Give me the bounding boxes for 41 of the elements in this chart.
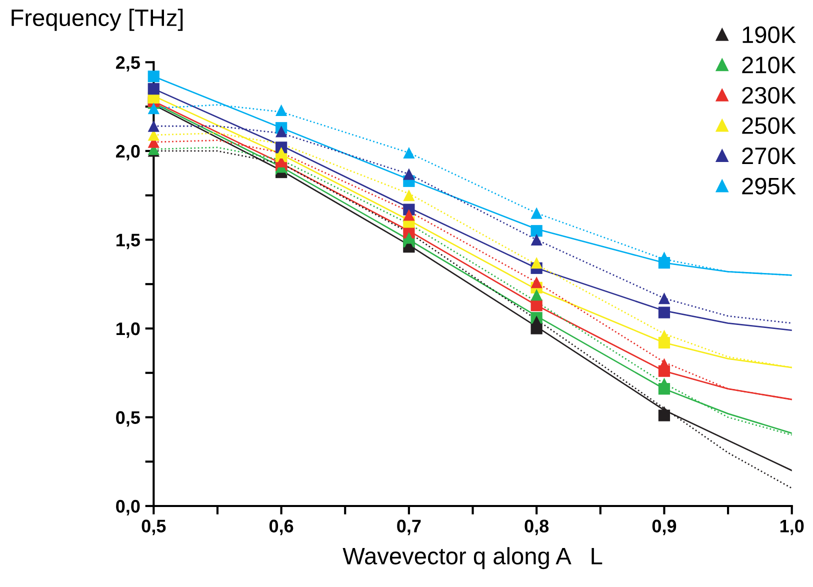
point (530, 234, 542, 246)
point (403, 168, 415, 180)
point (148, 83, 160, 95)
point (658, 292, 670, 304)
point (148, 70, 160, 82)
legend-label: 210K (742, 56, 796, 74)
x-tick-label: 0,8 (524, 520, 549, 536)
point (658, 306, 670, 318)
y-tick-label: 1,5 (116, 234, 140, 250)
legend-label: 250K (742, 117, 796, 134)
legend-label: 230K (742, 86, 796, 104)
x-tick-label: 0,6 (269, 520, 294, 536)
point (275, 104, 288, 116)
y-tick-label: 2,0 (116, 144, 140, 160)
point (148, 102, 160, 114)
point (403, 232, 415, 244)
legend-label: 295K (742, 178, 796, 194)
point (530, 300, 542, 312)
point (275, 126, 288, 138)
x-tick-label: 1,0 (780, 520, 804, 536)
point (403, 209, 415, 221)
y-tick-label: 1,0 (116, 322, 140, 338)
point (530, 207, 542, 219)
x-axis-title: Wavevector q along A L (342, 547, 602, 570)
y-tick-label: 0,5 (116, 411, 140, 427)
x-tick-label: 0,5 (142, 520, 166, 536)
point (530, 256, 542, 269)
y-axis-title: Frequency [THz] (12, 8, 183, 31)
legend-label: 270K (742, 148, 796, 164)
point (530, 276, 542, 288)
x-tick-label: 0,7 (397, 520, 421, 536)
y-tick-label: 2,5 (116, 56, 140, 72)
point (403, 146, 415, 159)
point (530, 316, 542, 328)
point (148, 120, 160, 132)
legend-label: 190K (742, 26, 796, 44)
point (530, 225, 542, 237)
point (530, 288, 542, 301)
y-tick-label: 0,0 (116, 500, 140, 516)
x-tick-label: 0,9 (652, 520, 676, 536)
point (403, 190, 415, 202)
